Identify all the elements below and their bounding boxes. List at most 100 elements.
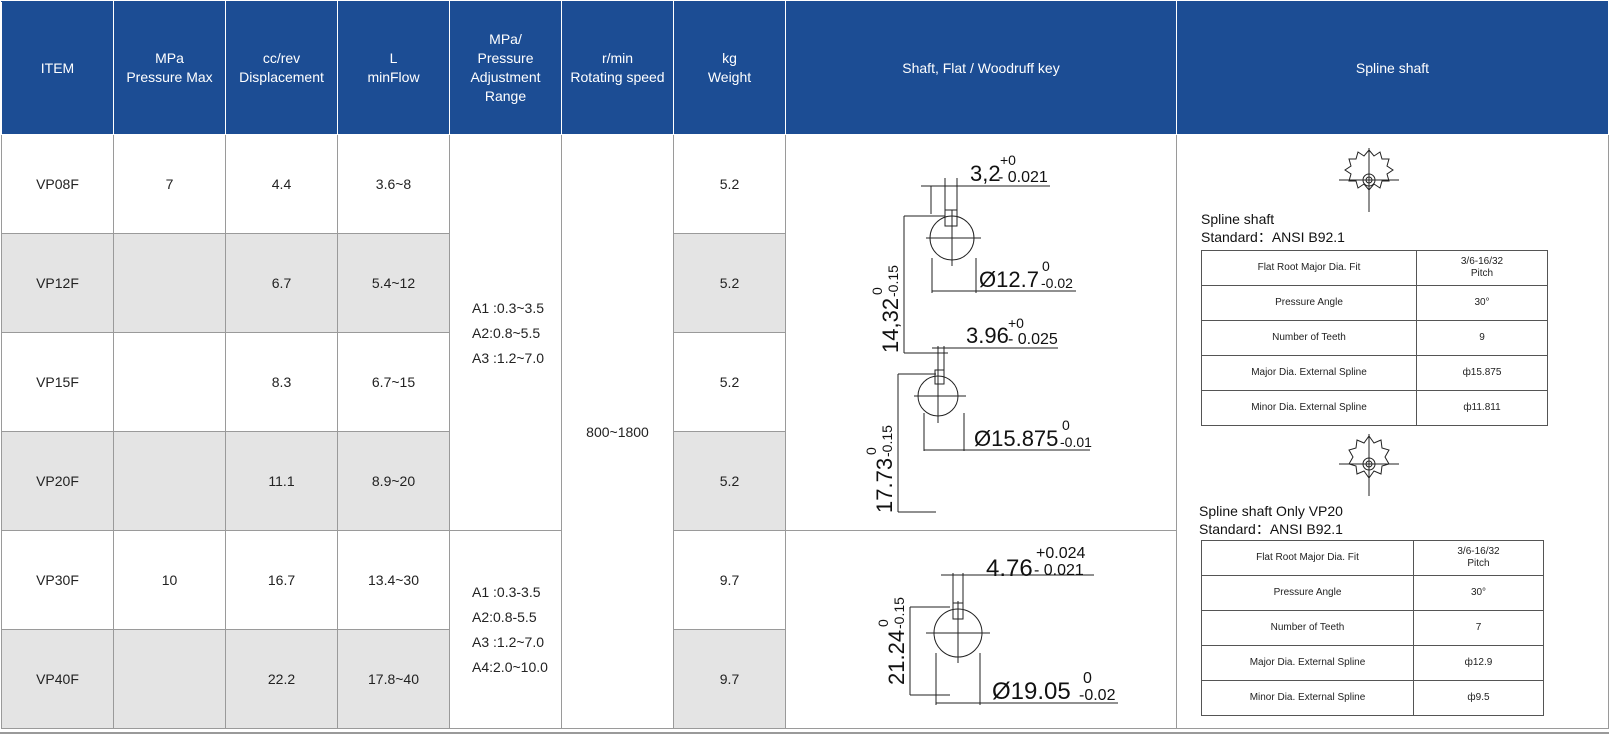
cell-displacement: 16.7	[225, 530, 338, 630]
d1-height-tol-upper: 0	[869, 287, 885, 295]
table-row: Flat Root Major Dia. Fit 3/6-16/32 Pitch	[1201, 539, 1544, 576]
spline-shaft-panel: Spline shaft Standard：ANSI B92.1 Flat Ro…	[1177, 140, 1608, 724]
spline-1-value: 9	[1416, 319, 1548, 356]
cell-displacement: 8.3	[225, 332, 338, 432]
spline-2-title: Spline shaft Only VP20	[1199, 502, 1343, 519]
d1-height-tol-lower: -0.15	[885, 264, 901, 296]
range-item: A3 :1.2~7.0	[472, 349, 545, 366]
d1-diameter: Ø12.7	[979, 267, 1039, 292]
d1-dia-tol-upper: 0	[1042, 258, 1050, 274]
table-row: Major Dia. External Spline ф15.875	[1201, 354, 1548, 391]
d2-height-tol-upper: 0	[863, 447, 879, 455]
spline-2-value: ф12.9	[1413, 644, 1544, 681]
spline-gear-icon-2	[1339, 433, 1399, 496]
table-row: Major Dia. External Spline ф12.9	[1201, 644, 1544, 681]
d1-key-tol-upper: +0	[1000, 152, 1016, 168]
cell-weight: 9.7	[673, 629, 786, 729]
d3-dia-tol-upper: 0	[1083, 670, 1092, 687]
cell-displacement: 6.7	[225, 233, 338, 333]
table-row: Minor Dia. External Spline ф9.5	[1201, 679, 1544, 716]
spline-gear-icon-1	[1339, 147, 1399, 212]
cell-flow: 8.9~20	[337, 431, 450, 531]
rotating-speed-cell: 800~1800	[561, 134, 674, 729]
d2-key-tol-upper: +0	[1008, 315, 1024, 331]
cell-flow: 13.4~30	[337, 530, 450, 630]
table-row: VP40F 22.2 17.8~40 9.7	[1, 629, 1609, 729]
cell-flow: 17.8~40	[337, 629, 450, 729]
d3-dia-tol-lower: -0.02	[1079, 687, 1116, 704]
table-row: Flat Root Major Dia. Fit 3/6-16/32 Pitch	[1201, 249, 1548, 286]
d3-key-tol-upper: +0.024	[1036, 545, 1085, 562]
table-row: Pressure Angle 30°	[1201, 574, 1544, 611]
cell-displacement: 11.1	[225, 431, 338, 531]
spline-1-value: ф15.875	[1416, 354, 1548, 391]
range-item: A2:0.8~5.5	[472, 324, 541, 341]
range-item: A3 :1.2~7.0	[472, 634, 545, 650]
shaft-drawing-cell-2: 4.76 +0.024 - 0.021 Ø19.05 0 -0.02 21.24…	[785, 530, 1177, 729]
d3-height-tol-upper: 0	[875, 619, 891, 627]
cell-flow: 5.4~12	[337, 233, 450, 333]
spline-2-label: Flat Root Major Dia. Fit	[1201, 539, 1414, 576]
header-item: ITEM	[1, 1, 114, 135]
d2-diameter: Ø15.875	[974, 426, 1058, 451]
spline-2-label: Major Dia. External Spline	[1201, 644, 1414, 681]
shaft-drawing-cell-1: 3,2 +0 - 0.021 Ø12.7 0 -0.02 14,32 0 -0.…	[785, 134, 1177, 531]
spline-shaft-cell: Spline shaft Standard：ANSI B92.1 Flat Ro…	[1176, 134, 1609, 729]
d3-diameter: Ø19.05	[992, 678, 1071, 705]
d2-height-tol-lower: -0.15	[879, 424, 895, 456]
cell-item: VP12F	[1, 233, 114, 333]
header-displacement: cc/rev Displacement	[225, 1, 338, 135]
d1-height: 14,32	[878, 297, 903, 352]
cell-weight: 5.2	[673, 233, 786, 333]
cell-weight: 5.2	[673, 332, 786, 432]
d2-dia-tol-lower: -0.01	[1060, 434, 1092, 450]
header-weight: kg Weight	[673, 1, 786, 135]
spline-2-value: 3/6-16/32 Pitch	[1413, 539, 1544, 576]
range-item: A1 :0.3~3.5	[472, 299, 545, 316]
shaft-key-drawing-2: 4.76 +0.024 - 0.021 Ø19.05 0 -0.02 21.24…	[875, 545, 1118, 705]
cell-flow: 6.7~15	[337, 332, 450, 432]
cell-item: VP08F	[1, 134, 114, 234]
table-row: Pressure Angle 30°	[1201, 284, 1548, 321]
header-pressure-max: MPa Pressure Max	[113, 1, 226, 135]
spline-2-label: Number of Teeth	[1201, 609, 1414, 646]
table-row: VP08F 7 4.4 3.6~8 A1 :0.3~3.5 A2:0.8~5.5…	[1, 134, 1609, 729]
d1-key-width: 3,2	[970, 161, 1001, 186]
cell-displacement: 22.2	[225, 629, 338, 729]
cell-pressure-max	[113, 431, 226, 531]
spline-1-label: Number of Teeth	[1201, 319, 1417, 356]
cell-item: VP40F	[1, 629, 114, 729]
header-adjustment-range: MPa/Pressure Adjustment Range	[449, 1, 562, 135]
cell-item: VP15F	[1, 332, 114, 432]
adjustment-range-group-1: A1 :0.3~3.5 A2:0.8~5.5 A3 :1.2~7.0	[449, 134, 562, 531]
header-rotating-speed: r/min Rotating speed	[561, 1, 674, 135]
d2-dia-tol-upper: 0	[1062, 417, 1070, 433]
table-row: Number of Teeth 7	[1201, 609, 1544, 646]
table-row: Minor Dia. External Spline ф11.811	[1201, 389, 1548, 426]
spline-2-value: 7	[1413, 609, 1544, 646]
spline-drawings	[1339, 147, 1399, 496]
header-spline-shaft: Spline shaft	[1176, 1, 1609, 135]
cell-pressure-max: 10	[113, 530, 226, 630]
d1-key-tol-lower: - 0.021	[998, 169, 1048, 186]
table-row: VP30F 10 16.7 13.4~30 A1 :0.3-3.5 A2:0.8…	[1, 530, 1609, 729]
cell-weight: 5.2	[673, 431, 786, 531]
d1-dia-tol-lower: -0.02	[1041, 275, 1073, 291]
spline-1-label: Minor Dia. External Spline	[1201, 389, 1417, 426]
table-row: VP12F 6.7 5.4~12 5.2	[1, 233, 1609, 333]
cell-flow: 3.6~8	[337, 134, 450, 234]
header-row: ITEM MPa Pressure Max cc/rev Displacement …	[1, 1, 1609, 135]
range-item: A2:0.8-5.5	[472, 609, 537, 625]
spline-2-value: 30°	[1413, 574, 1544, 611]
cell-pressure-max	[113, 332, 226, 432]
spline-2-standard: Standard：ANSI B92.1	[1199, 520, 1343, 537]
d3-key-tol-lower: - 0.021	[1034, 562, 1084, 579]
spline-1-label: Flat Root Major Dia. Fit	[1201, 249, 1417, 286]
table-row: Number of Teeth 9	[1201, 319, 1548, 356]
cell-pressure-max: 7	[113, 134, 226, 234]
spline-1-spec-table: Flat Root Major Dia. Fit 3/6-16/32 Pitch P…	[1201, 249, 1548, 426]
d3-height-tol-lower: -0.15	[891, 596, 907, 628]
